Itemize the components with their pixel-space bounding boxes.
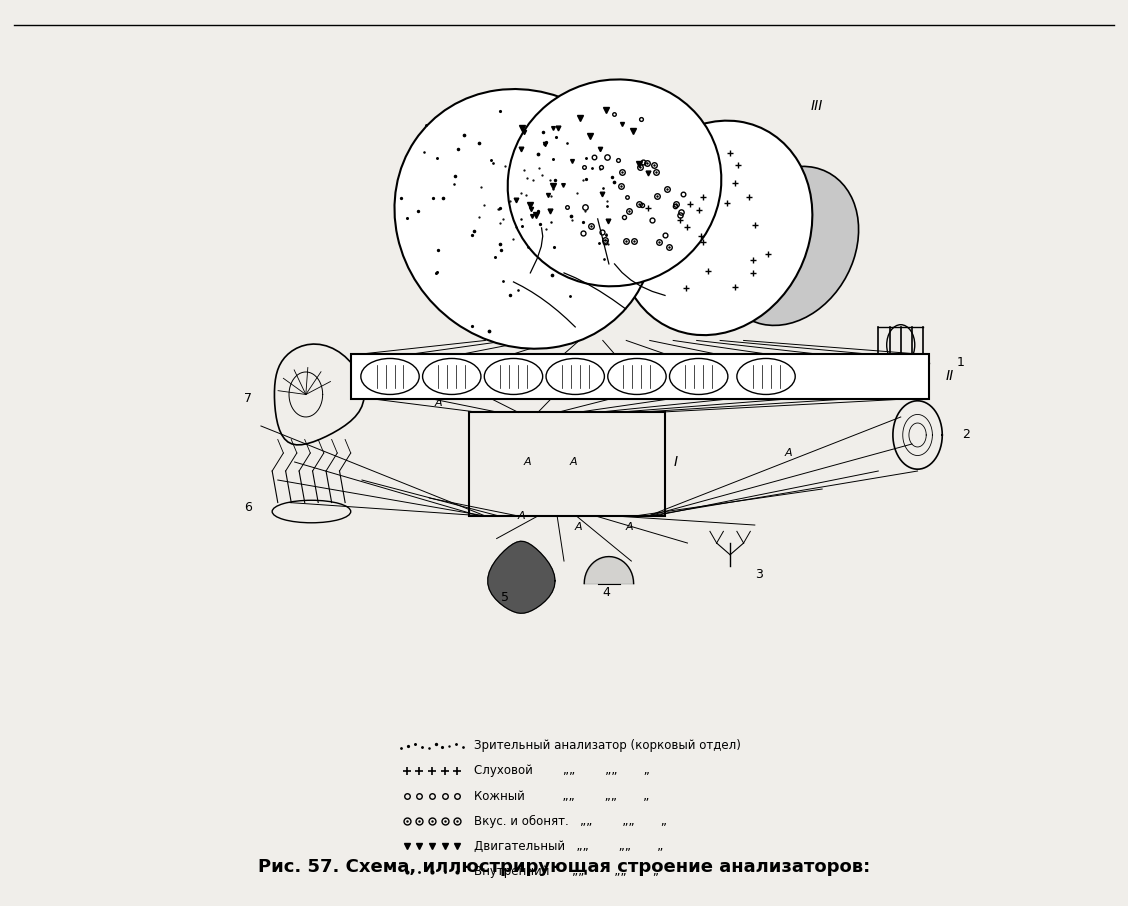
Polygon shape [487, 541, 555, 613]
Text: 7: 7 [244, 392, 252, 406]
Text: III: III [811, 100, 823, 113]
Text: A: A [434, 398, 442, 408]
Text: Двигательный   „„        „„       „: Двигательный „„ „„ „ [474, 840, 663, 853]
Text: II: II [945, 370, 954, 383]
Ellipse shape [484, 359, 543, 394]
Text: Рис. 57. Схема, иллюстрирующая строение анализаторов:: Рис. 57. Схема, иллюстрирующая строение … [258, 858, 870, 876]
Ellipse shape [670, 359, 728, 394]
Ellipse shape [719, 167, 858, 325]
Ellipse shape [546, 359, 605, 394]
Text: Слуховой        „„        „„       „: Слуховой „„ „„ „ [474, 765, 650, 777]
Text: A: A [625, 522, 633, 532]
Ellipse shape [737, 359, 795, 394]
Text: 3: 3 [755, 568, 763, 581]
Text: A: A [523, 457, 531, 467]
Text: Зрительный анализатор (корковый отдел): Зрительный анализатор (корковый отдел) [474, 739, 741, 752]
Ellipse shape [423, 359, 481, 394]
Text: 5: 5 [501, 591, 509, 603]
Text: Кожный          „„        „„       „: Кожный „„ „„ „ [474, 789, 650, 803]
Text: A: A [570, 457, 576, 467]
Bar [468, 412, 666, 516]
Ellipse shape [361, 359, 420, 394]
Text: 6: 6 [244, 500, 252, 514]
Text: Вкус. и обонят.   „„        „„       „: Вкус. и обонят. „„ „„ „ [474, 814, 667, 828]
Ellipse shape [395, 89, 655, 349]
Bar [351, 354, 928, 399]
Text: A: A [785, 448, 792, 458]
Text: A: A [518, 511, 526, 521]
Ellipse shape [508, 80, 721, 286]
Text: A: A [575, 522, 582, 532]
Text: Внутренний      „„        „„       „: Внутренний „„ „„ „ [474, 865, 659, 878]
Text: 4: 4 [602, 586, 610, 599]
Ellipse shape [618, 120, 812, 335]
Text: 2: 2 [962, 429, 970, 441]
Text: 1: 1 [957, 356, 964, 370]
Ellipse shape [608, 359, 667, 394]
Text: I: I [675, 455, 678, 469]
